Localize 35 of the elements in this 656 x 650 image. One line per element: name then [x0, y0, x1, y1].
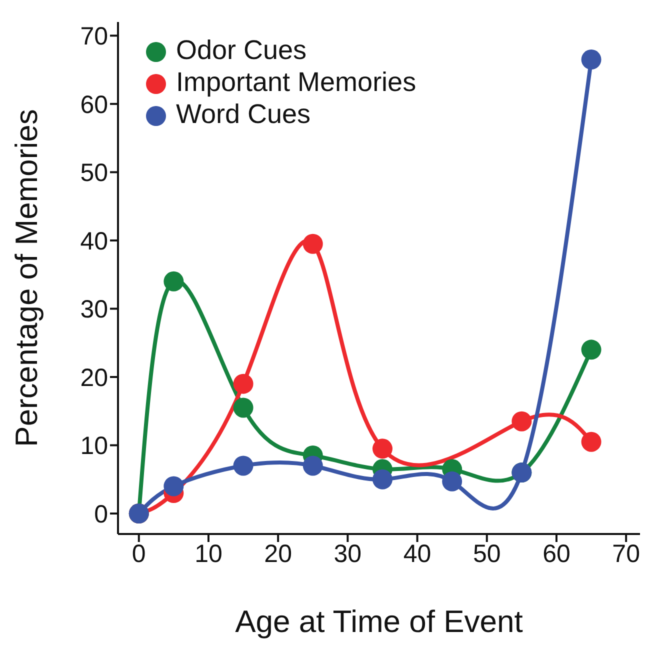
point [372, 438, 392, 459]
point [512, 411, 532, 432]
x-tick-label: 20 [264, 540, 292, 568]
point [581, 340, 602, 360]
x-tick-label: 0 [132, 540, 146, 568]
x-axis-title: Age at Time of Event [235, 604, 524, 639]
x-tick-label: 70 [612, 540, 640, 568]
y-tick-label: 0 [94, 500, 108, 528]
x-tick-label: 40 [403, 540, 432, 568]
point [164, 271, 184, 292]
x-tick-label: 30 [334, 540, 362, 568]
point [164, 476, 184, 496]
point [581, 432, 602, 452]
point [442, 471, 462, 492]
point [233, 374, 254, 394]
point [302, 234, 323, 254]
legend-label: Word Cues [176, 99, 311, 129]
x-tick-label: 50 [472, 540, 501, 568]
y-tick-label: 30 [80, 296, 108, 324]
y-axis-title: Percentage of Memories [9, 109, 44, 447]
y-tick-label: 70 [80, 22, 108, 51]
y-tick-label: 50 [80, 159, 108, 188]
point [302, 456, 323, 476]
point [372, 469, 392, 490]
point [233, 456, 254, 476]
x-tick-label: 10 [194, 540, 222, 568]
legend-label: Important Memories [176, 67, 416, 97]
point [581, 50, 602, 70]
legend-label: Odor Cues [176, 35, 307, 65]
y-tick-label: 20 [80, 364, 108, 392]
y-tick-label: 10 [80, 432, 108, 460]
x-tick-label: 60 [542, 540, 570, 568]
y-tick-label: 60 [80, 90, 108, 119]
y-tick-label: 40 [80, 227, 108, 256]
point [233, 398, 254, 418]
